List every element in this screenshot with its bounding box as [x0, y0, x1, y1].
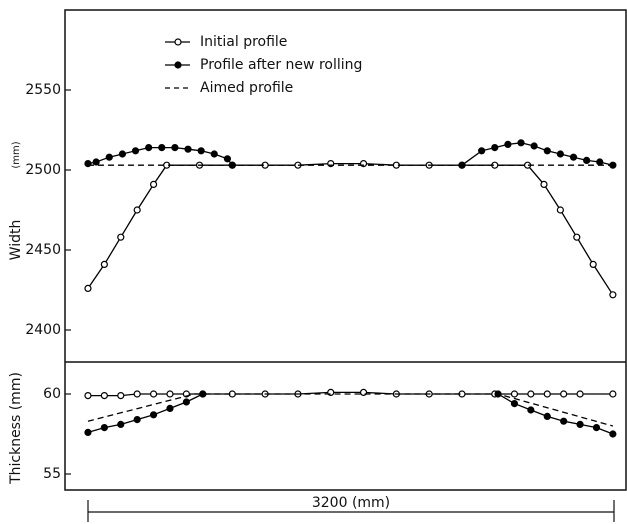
point — [158, 144, 166, 152]
y-axis-label: Width — [8, 220, 24, 261]
point — [576, 420, 584, 428]
point — [117, 392, 125, 400]
point — [223, 155, 231, 163]
point — [133, 206, 141, 214]
point — [543, 147, 551, 155]
y-tick-label: 55 — [43, 466, 61, 482]
point — [510, 400, 519, 408]
point — [105, 153, 113, 161]
point — [478, 147, 486, 155]
point — [100, 424, 108, 432]
point — [596, 158, 604, 166]
point — [174, 61, 182, 69]
point — [133, 390, 141, 398]
point — [504, 140, 512, 148]
frame — [64, 9, 627, 491]
point — [556, 206, 564, 214]
point — [592, 424, 601, 432]
point — [609, 390, 617, 398]
y-axis-unit: (mm) — [11, 141, 22, 168]
point — [184, 145, 192, 153]
point — [543, 412, 551, 420]
point — [530, 142, 538, 150]
point — [133, 416, 141, 424]
point — [84, 284, 92, 292]
y-tick-label: 2450 — [25, 242, 61, 258]
point — [527, 390, 535, 398]
legend-label: Profile after new rolling — [200, 57, 362, 73]
point — [589, 260, 597, 268]
point — [609, 291, 617, 299]
point — [527, 406, 535, 414]
y-tick-label: 2500 — [25, 162, 61, 178]
point — [118, 150, 127, 158]
point — [131, 147, 140, 155]
point — [100, 260, 108, 268]
point — [149, 180, 158, 188]
point — [210, 150, 218, 158]
point — [540, 180, 548, 188]
series-line — [87, 162, 614, 296]
point — [543, 390, 551, 398]
point — [100, 392, 108, 400]
point — [117, 233, 125, 241]
point — [166, 404, 174, 412]
point — [117, 420, 125, 428]
legend-label: Aimed profile — [200, 80, 293, 96]
point — [560, 390, 568, 398]
point — [556, 150, 564, 158]
point — [517, 139, 525, 147]
series-line — [87, 393, 614, 435]
series-line — [87, 393, 614, 427]
point — [92, 158, 100, 166]
point — [576, 390, 584, 398]
point — [510, 390, 519, 398]
point — [84, 428, 92, 436]
point — [573, 233, 581, 241]
point — [197, 147, 205, 155]
y-tick-label: 2400 — [25, 322, 61, 338]
point — [145, 144, 153, 152]
point — [569, 153, 578, 161]
point — [174, 38, 182, 46]
legend-label: Initial profile — [200, 34, 287, 50]
point — [171, 144, 179, 152]
point — [149, 411, 158, 419]
point — [560, 417, 568, 425]
dimension-label: 3200 (mm) — [312, 495, 390, 511]
point — [166, 390, 174, 398]
point — [182, 398, 190, 406]
y-axis-label: Thickness (mm) — [8, 372, 24, 485]
point — [583, 156, 591, 164]
point — [84, 392, 92, 400]
point — [491, 144, 499, 152]
y-tick-label: 2550 — [25, 82, 61, 98]
y-tick-label: 60 — [43, 386, 61, 402]
point — [609, 430, 617, 438]
point — [149, 390, 158, 398]
